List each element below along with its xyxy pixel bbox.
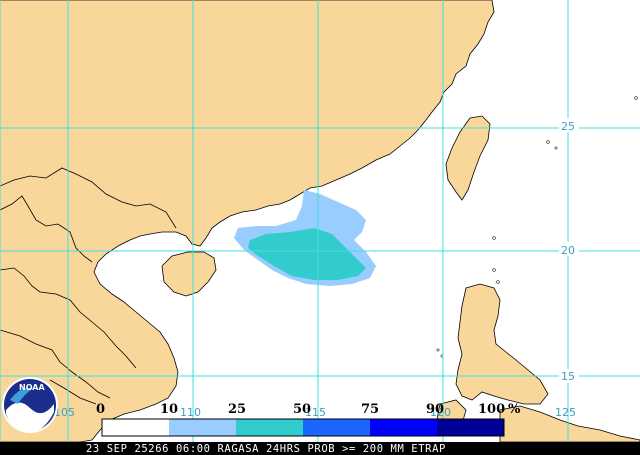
legend-frame [101,418,505,437]
small-islands [436,96,638,358]
legend-label-100: 100 [478,402,505,417]
legend-cell-0-10 [102,419,169,436]
mainland-china-indochina [0,0,495,443]
prob-contour-25-50 [248,228,366,280]
legend-label-90: 90 [426,402,444,417]
legend-label-10: 10 [160,402,178,417]
legend-label-0: 0 [96,402,105,417]
hainan-island [161,251,217,297]
lon-125-label: 125 [555,406,576,419]
noaa-logo-text: NOAA [19,383,45,392]
lat-15-label-bg [559,369,579,383]
lon-105-label: 105 [54,406,75,419]
lat-20-label: 20 [561,244,575,257]
legend-cell-90-100 [437,419,504,436]
country-borders [0,167,177,405]
lat-25-label: 25 [561,120,575,133]
legend-cell-75-90 [370,419,437,436]
lat-20-label-bg [559,242,579,256]
legend-cell-25-50 [236,419,303,436]
legend-label-75: 75 [361,402,379,417]
legend-unit: % [508,402,521,417]
legend-color-bar [102,419,504,436]
lon-120-label: 120 [430,406,451,419]
legend-cell-10-25 [169,419,236,436]
noaa-logo: NOAA [2,377,58,433]
caption-bar [0,442,640,455]
lat-25-label-bg [559,118,579,132]
taiwan-island [445,115,491,201]
lon-110-label: 110 [180,406,201,419]
latlon-grid [0,0,640,442]
caption-text: 23 SEP 25266 06:00 RAGASA 24HRS PROB >= … [86,443,446,455]
legend-cell-50-75 [303,419,370,436]
legend-label-50: 50 [293,402,311,417]
lat-15-label: 15 [561,370,575,383]
luzon-island [455,283,549,405]
lon-115-label: 115 [305,406,326,419]
legend-label-25: 25 [228,402,246,417]
